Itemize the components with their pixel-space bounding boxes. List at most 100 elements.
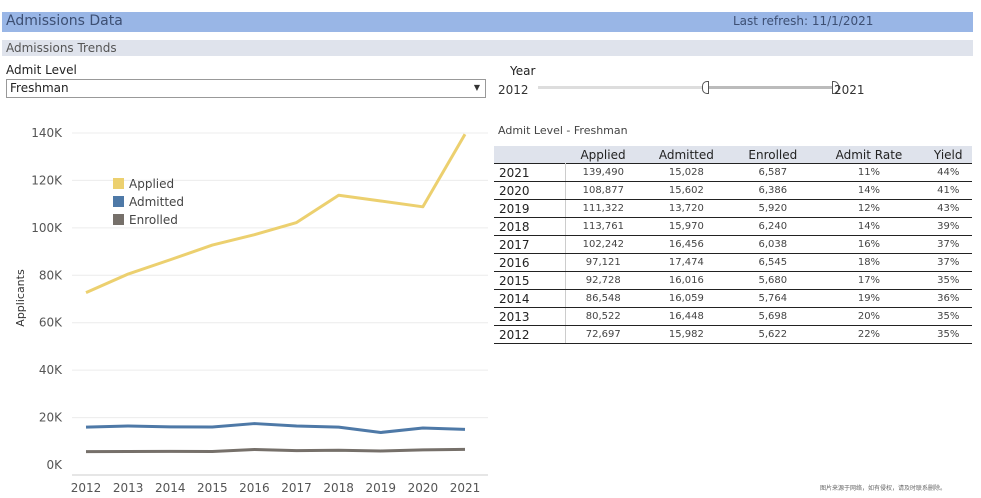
table-cell: 14% <box>813 217 925 236</box>
table-cell: 139,490 <box>565 163 641 182</box>
table-row-year: 2015 <box>494 271 566 290</box>
table-row: 2018 113,761 15,970 6,240 14% 39% <box>494 217 972 236</box>
table-cell: 5,764 <box>732 289 814 308</box>
table-cell: 108,877 <box>565 181 641 200</box>
table-row: 2020 108,877 15,602 6,386 14% 41% <box>494 181 972 200</box>
table-cell: 16,456 <box>640 235 733 254</box>
table-cell: 41% <box>924 181 972 200</box>
table-row-year: 2020 <box>494 181 566 200</box>
series-line-applied <box>85 133 467 294</box>
admit-level-label: Admit Level <box>6 63 77 77</box>
table-cell: 15,970 <box>640 217 733 236</box>
table-cell: 16,016 <box>640 271 733 290</box>
table-row-year: 2019 <box>494 199 566 218</box>
x-tick-label: 2021 <box>450 481 481 495</box>
table-header-cell: Applied <box>565 146 641 164</box>
table-row: 2014 86,548 16,059 5,764 19% 36% <box>494 289 972 308</box>
table-header-cell: Admitted <box>640 146 733 164</box>
subheader-title: Admissions Trends <box>6 41 117 55</box>
table-cell: 72,697 <box>565 325 641 344</box>
header-bar: Admissions Data Last refresh: 11/1/2021 <box>2 12 973 32</box>
last-refresh-label: Last refresh: 11/1/2021 <box>733 14 874 28</box>
table-cell: 35% <box>924 325 972 344</box>
table-cell: 35% <box>924 307 972 326</box>
table-cell: 5,698 <box>732 307 814 326</box>
table-row-year: 2016 <box>494 253 566 272</box>
x-tick-label: 2014 <box>155 481 186 495</box>
legend-label-applied: Applied <box>129 177 174 191</box>
table-cell: 19% <box>813 289 925 308</box>
table-cell: 16,059 <box>640 289 733 308</box>
table-title: Admit Level - Freshman <box>498 124 628 137</box>
series-line-enrolled <box>85 447 466 454</box>
x-tick-label: 2013 <box>113 481 144 495</box>
year-max-label: 2021 <box>834 83 865 97</box>
table-cell: 111,322 <box>565 199 641 218</box>
dropdown-arrow-icon[interactable]: ▼ <box>473 83 480 92</box>
page-title: Admissions Data <box>6 13 123 29</box>
table-row: 2021 139,490 15,028 6,587 11% 44% <box>494 163 972 182</box>
table-cell: 22% <box>813 325 925 344</box>
x-tick-label: 2020 <box>408 481 439 495</box>
table-cell: 37% <box>924 235 972 254</box>
y-tick-label: 20K <box>39 411 63 425</box>
table-cell: 37% <box>924 253 972 272</box>
table-row-year: 2014 <box>494 289 566 308</box>
table-cell: 6,038 <box>732 235 814 254</box>
table-cell: 86,548 <box>565 289 641 308</box>
table-row: 2017 102,242 16,456 6,038 16% 37% <box>494 235 972 254</box>
admit-level-dropdown[interactable]: Freshman ▼ <box>6 79 486 98</box>
table-cell: 14% <box>813 181 925 200</box>
x-tick-label: 2017 <box>281 481 312 495</box>
table-cell: 17,474 <box>640 253 733 272</box>
y-tick-label: 40K <box>39 363 63 377</box>
table-header-cell: Yield <box>924 146 972 164</box>
table-cell: 6,587 <box>732 163 814 182</box>
admit-level-value: Freshman <box>10 81 69 95</box>
table-row-year: 2017 <box>494 235 566 254</box>
table-cell: 15,028 <box>640 163 733 182</box>
table-cell: 6,545 <box>732 253 814 272</box>
year-filter-label: Year <box>510 64 536 78</box>
series-line-admitted <box>85 422 466 434</box>
table-cell: 12% <box>813 199 925 218</box>
table-row: 2013 80,522 16,448 5,698 20% 35% <box>494 307 972 326</box>
x-tick-label: 2015 <box>197 481 228 495</box>
year-slider-track[interactable] <box>538 86 834 89</box>
table-row-year: 2018 <box>494 217 566 236</box>
table-cell: 43% <box>924 199 972 218</box>
y-tick-label: 100K <box>31 221 63 235</box>
table-cell: 113,761 <box>565 217 641 236</box>
x-tick-label: 2018 <box>323 481 354 495</box>
table-cell: 102,242 <box>565 235 641 254</box>
y-tick-label: 140K <box>31 126 63 140</box>
year-slider-selection[interactable] <box>706 86 834 89</box>
table-cell: 15,982 <box>640 325 733 344</box>
table-row: 2012 72,697 15,982 5,622 22% 35% <box>494 325 972 344</box>
x-tick-label: 2016 <box>239 481 270 495</box>
table-cell: 11% <box>813 163 925 182</box>
admissions-trend-chart: 0K 20K 40K 60K 80K 100K 120K 140K 2012 2013 2014 20… <box>14 126 488 495</box>
table-cell: 5,680 <box>732 271 814 290</box>
table-row: 2016 97,121 17,474 6,545 18% 37% <box>494 253 972 272</box>
table-cell: 39% <box>924 217 972 236</box>
y-tick-label: 60K <box>39 316 63 330</box>
table-cell: 35% <box>924 271 972 290</box>
admissions-table: Applied Admitted Enrolled Admit Rate Yield 2… <box>494 146 972 344</box>
legend-swatch-applied <box>113 178 124 189</box>
table-header-year <box>494 146 566 164</box>
table-cell: 36% <box>924 289 972 308</box>
table-cell: 6,240 <box>732 217 814 236</box>
year-slider-min-handle[interactable] <box>702 81 709 94</box>
table-header-row: Applied Admitted Enrolled Admit Rate Yield <box>494 146 972 164</box>
year-slider-max-handle[interactable] <box>832 81 839 94</box>
x-tick-label: 2012 <box>71 481 102 495</box>
year-min-label: 2012 <box>498 83 529 97</box>
table-cell: 97,121 <box>565 253 641 272</box>
table-cell: 80,522 <box>565 307 641 326</box>
table-row: 2019 111,322 13,720 5,920 12% 43% <box>494 199 972 218</box>
subheader-bar: Admissions Trends <box>2 40 973 56</box>
watermark-text: 图片来源于网络，如有侵权，请及时联系删除。 <box>820 485 947 492</box>
table-row: 2015 92,728 16,016 5,680 17% 35% <box>494 271 972 290</box>
table-cell: 92,728 <box>565 271 641 290</box>
